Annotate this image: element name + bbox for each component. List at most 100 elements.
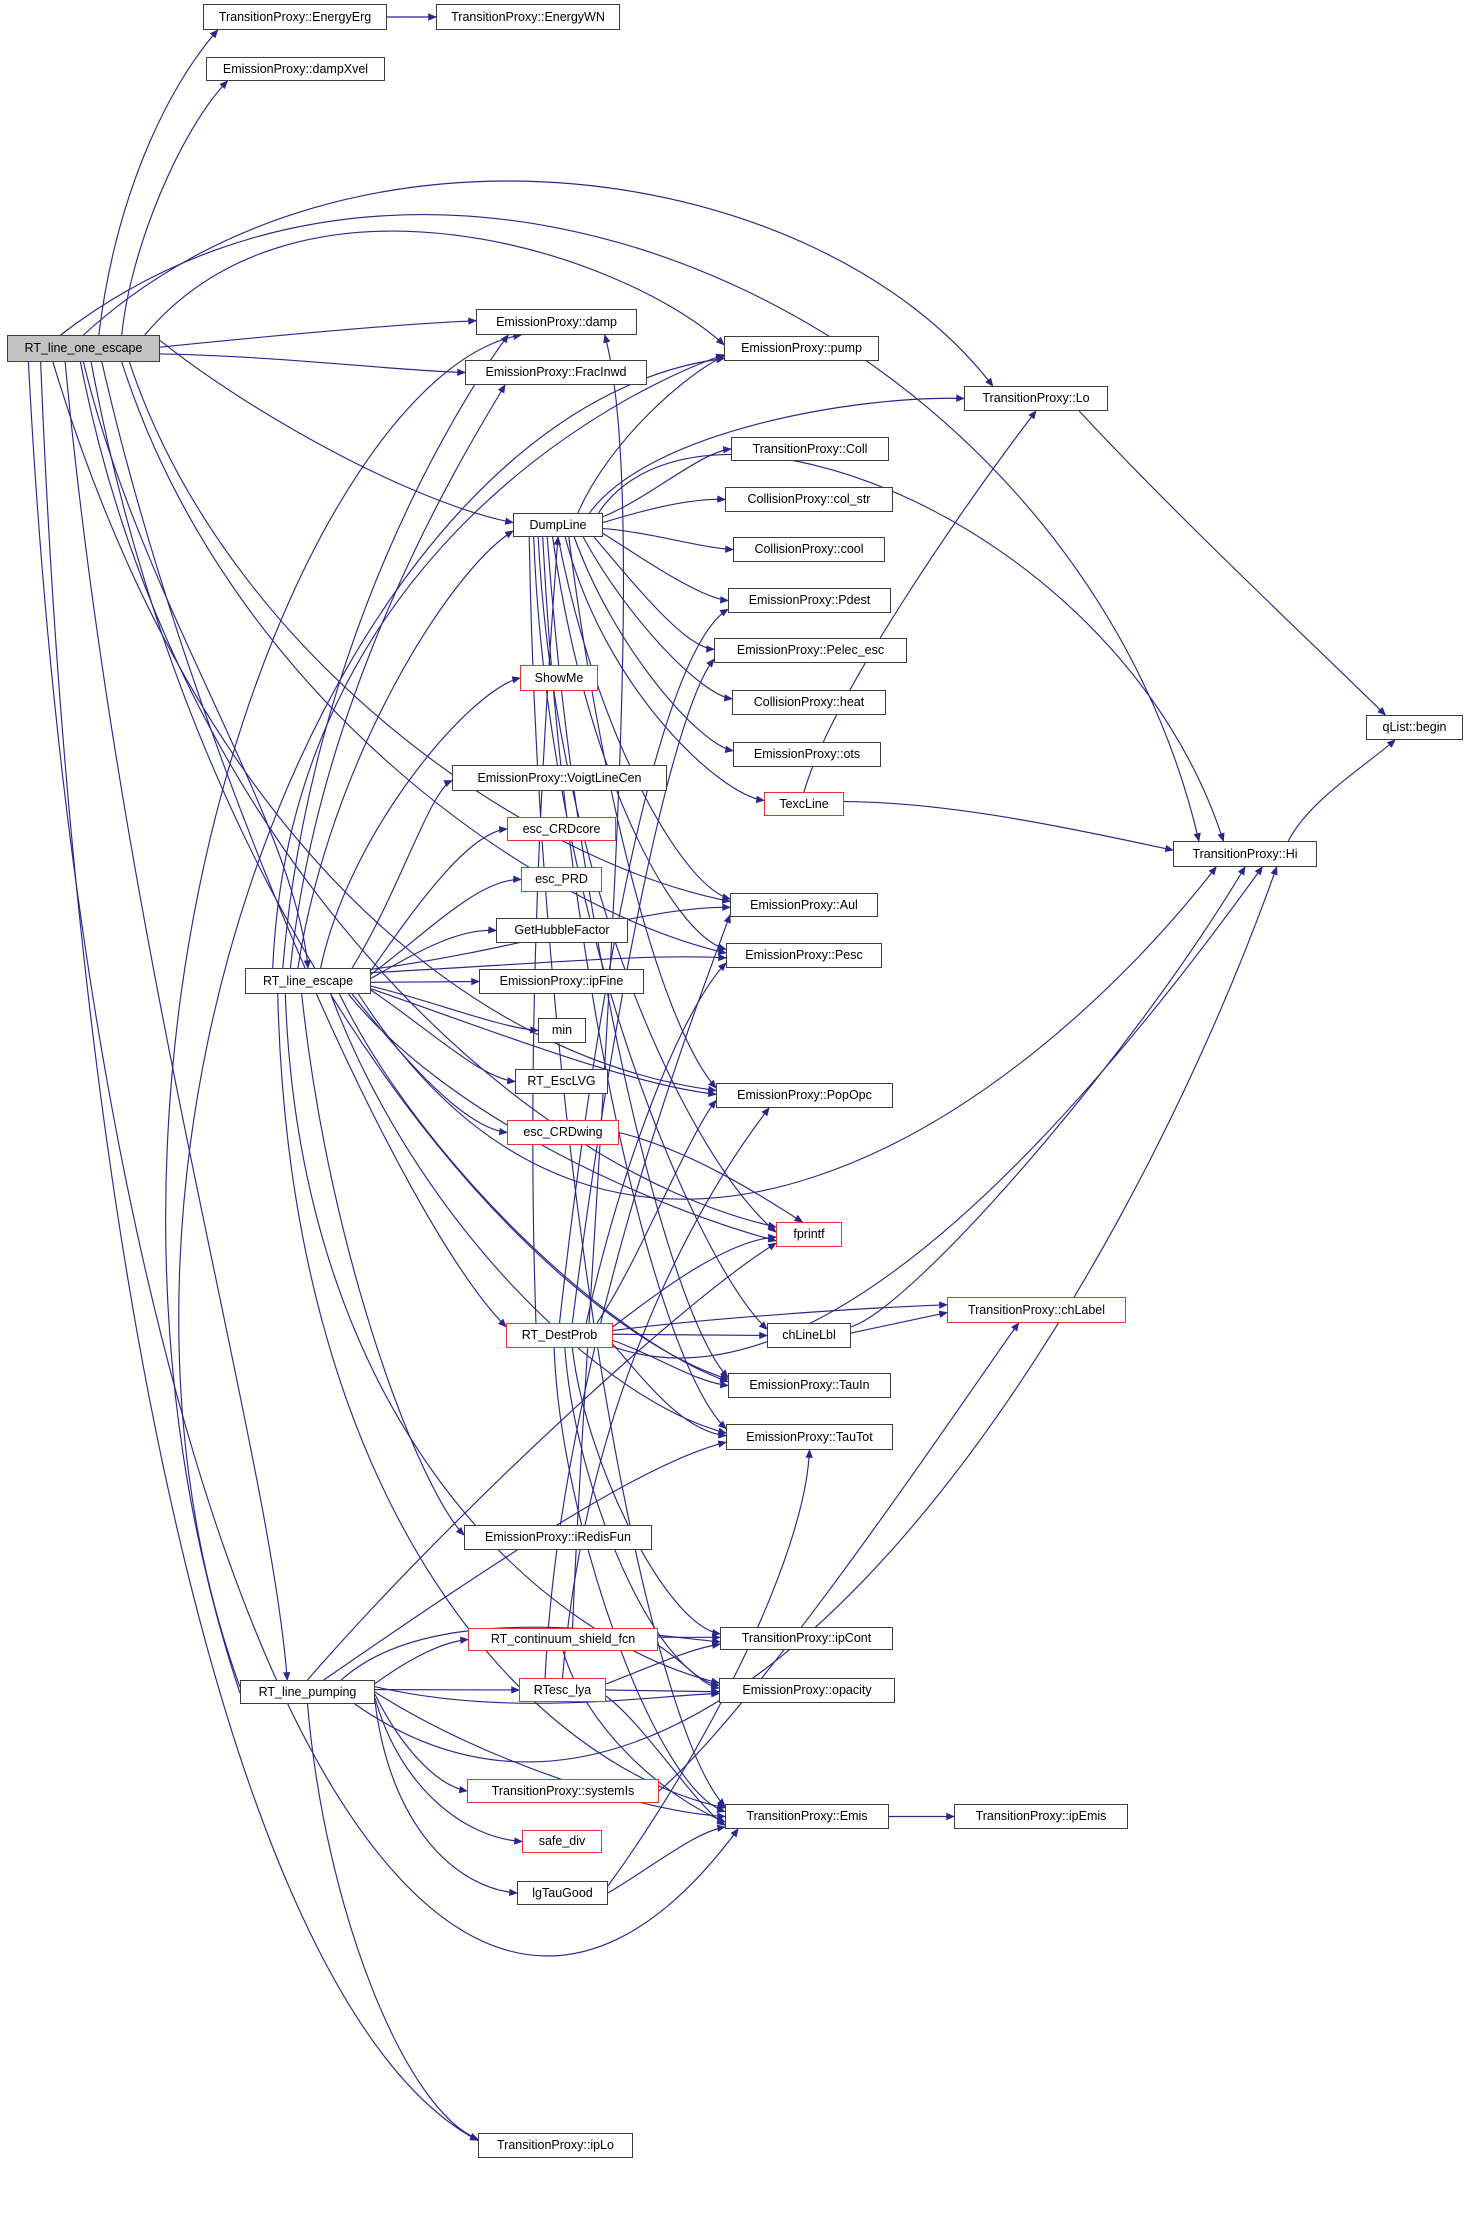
edge-lineEscape-opacity [284, 993, 720, 1685]
edge-contShield-opacity [657, 1644, 720, 1691]
node-emissionproxy-pump[interactable]: EmissionProxy::pump [724, 336, 879, 361]
edge-linePumping-contShield [374, 1636, 469, 1685]
edge-dumpLine-pdest [602, 532, 729, 604]
node-esc-prd[interactable]: esc_PRD [521, 867, 602, 892]
edge-linePumping-pump [178, 355, 725, 1688]
node-emissionproxy-fracinwd[interactable]: EmissionProxy::FracInwd [465, 360, 647, 385]
edge-root-hi [60, 214, 1201, 842]
edge-linePumping-damp [165, 332, 522, 1694]
edge-destProb-tauTot [612, 1343, 727, 1439]
node-transitionproxy-iplo[interactable]: TransitionProxy::ipLo [478, 2133, 633, 2158]
node-rt-line-one-escape[interactable]: RT_line_one_escape [7, 335, 160, 362]
node-chlinelbl[interactable]: chLineLbl [767, 1323, 851, 1348]
node-gethubblefactor[interactable]: GetHubbleFactor [496, 918, 628, 943]
node-emissionproxy-voigtlinecen[interactable]: EmissionProxy::VoigtLineCen [452, 765, 667, 791]
node-transitionproxy-energywn[interactable]: TransitionProxy::EnergyWN [436, 4, 620, 30]
node-emissionproxy-opacity[interactable]: EmissionProxy::opacity [719, 1678, 895, 1703]
edge-root-pesc [121, 361, 727, 955]
node-showme[interactable]: ShowMe [520, 665, 598, 691]
node-rt-destprob[interactable]: RT_DestProb [506, 1323, 613, 1348]
node-emissionproxy-dampxvel[interactable]: EmissionProxy::dampXvel [206, 57, 385, 81]
edge-lineEscape-hubble [370, 926, 497, 979]
edge-contShield-damp [571, 334, 625, 1629]
node-emissionproxy-tauin[interactable]: EmissionProxy::TauIn [728, 1373, 891, 1398]
node-texcline[interactable]: TexcLine [764, 792, 844, 816]
edge-lineEscape-pesc [370, 953, 727, 974]
edge-lineEscape-ipFine [370, 977, 480, 986]
edge-root-pump [144, 230, 725, 346]
edge-dumpLine-coll [602, 446, 732, 518]
edge-dumpLine-pump [577, 355, 725, 514]
node-qlist-begin[interactable]: qList::begin [1366, 715, 1463, 740]
edge-lineEscape-tauIn [338, 993, 729, 1383]
edge-rtescLya-opacity [605, 1687, 720, 1696]
edge-root-fracInwd [159, 353, 466, 377]
node-transitionproxy-chlabel[interactable]: TransitionProxy::chLabel [947, 1297, 1126, 1323]
node-transitionproxy-energyerg[interactable]: TransitionProxy::EnergyErg [203, 4, 387, 30]
edge-dumpLine-pesc [552, 536, 727, 951]
edge-escCRDwing-fprintf [618, 1131, 804, 1223]
edge-destProb-chLabel [612, 1301, 948, 1332]
node-rt-continuum-shield-fcn[interactable]: RT_continuum_shield_fcn [468, 1628, 658, 1651]
node-transitionproxy-ipcont[interactable]: TransitionProxy::ipCont [720, 1627, 893, 1650]
node-emissionproxy-pelec-esc[interactable]: EmissionProxy::Pelec_esc [714, 638, 907, 663]
node-emissionproxy-aul[interactable]: EmissionProxy::Aul [730, 893, 878, 917]
edge-linePumping-fprintf [307, 1242, 777, 1681]
edge-lineEscape-voigt [351, 780, 453, 969]
node-min[interactable]: min [538, 1018, 586, 1043]
edge-dumpLine-chLineLbl [533, 536, 768, 1330]
edge-root-energyErg [98, 29, 219, 336]
edge-linePumping-lgTauGood [374, 1701, 518, 1897]
edge-lineEscape-fprintf [347, 993, 777, 1243]
edge-lineEscape-min [370, 985, 539, 1034]
edge-linePumping-safeDiv [374, 1697, 523, 1845]
edge-root-dampXvel [121, 80, 229, 336]
node-transitionproxy-coll[interactable]: TransitionProxy::Coll [731, 437, 889, 461]
edge-destProb-pesc [585, 962, 727, 1324]
edge-linePumping-opacity [374, 1686, 720, 1704]
edge-systemIs-chLabel [658, 1322, 1020, 1792]
edge-destProb-pelecEsc [571, 658, 715, 1324]
node-emissionproxy-ots[interactable]: EmissionProxy::ots [733, 742, 881, 767]
node-esc-crdcore[interactable]: esc_CRDcore [507, 817, 616, 841]
node-emissionproxy-iredisfun[interactable]: EmissionProxy::iRedisFun [464, 1525, 652, 1550]
edge-lo-qBegin [1078, 410, 1387, 716]
edge-dumpLine-pelecEsc [593, 536, 715, 653]
node-rt-line-pumping[interactable]: RT_line_pumping [240, 1680, 375, 1704]
node-esc-crdwing[interactable]: esc_CRDwing [507, 1120, 619, 1145]
edge-linePumping-tauTot [323, 1440, 727, 1681]
node-dumpline[interactable]: DumpLine [513, 513, 603, 537]
edge-root-aul [128, 361, 731, 904]
node-transitionproxy-systemis[interactable]: TransitionProxy::systemIs [467, 1779, 659, 1803]
node-emissionproxy-popopc[interactable]: EmissionProxy::PopOpc [716, 1083, 893, 1108]
edge-dumpLine-texcLine [564, 536, 765, 804]
edge-lineEscape-dumpLine [297, 530, 514, 969]
node-collisionproxy-cool[interactable]: CollisionProxy::cool [733, 537, 885, 562]
node-transitionproxy-ipemis[interactable]: TransitionProxy::ipEmis [954, 1804, 1128, 1829]
edge-lineEscape-escCRDwing [351, 993, 508, 1136]
node-rtesc-lya[interactable]: RTesc_lya [519, 1678, 606, 1702]
edge-dumpLine-tauIn [546, 536, 729, 1379]
node-transitionproxy-emis[interactable]: TransitionProxy::Emis [725, 1804, 889, 1829]
edge-dumpLine-heat [582, 536, 733, 702]
node-rt-line-escape[interactable]: RT_line_escape [245, 968, 371, 994]
node-emissionproxy-pesc[interactable]: EmissionProxy::Pesc [726, 943, 882, 968]
node-transitionproxy-hi[interactable]: TransitionProxy::Hi [1173, 841, 1317, 867]
node-collisionproxy-heat[interactable]: CollisionProxy::heat [732, 690, 886, 715]
node-rt-esclvg[interactable]: RT_EscLVG [515, 1069, 608, 1094]
edge-root-linePumping [64, 361, 291, 1681]
edge-linePumping-ipLo [306, 1703, 479, 2140]
edge-lineEscape-popOpc [370, 988, 717, 1098]
node-transitionproxy-lo[interactable]: TransitionProxy::Lo [964, 386, 1108, 411]
node-safe-div[interactable]: safe_div [522, 1830, 602, 1853]
node-lgtaugood[interactable]: lgTauGood [517, 1881, 608, 1905]
node-emissionproxy-tautot[interactable]: EmissionProxy::TauTot [726, 1424, 893, 1450]
node-emissionproxy-pdest[interactable]: EmissionProxy::Pdest [728, 588, 891, 613]
edge-destProb-tauIn [612, 1339, 729, 1389]
node-fprintf[interactable]: fprintf [776, 1222, 842, 1247]
edge-root-ipLo [40, 361, 479, 2142]
node-emissionproxy-ipfine[interactable]: EmissionProxy::ipFine [479, 969, 644, 994]
node-collisionproxy-col-str[interactable]: CollisionProxy::col_str [725, 487, 893, 512]
node-emissionproxy-damp[interactable]: EmissionProxy::damp [476, 309, 637, 335]
